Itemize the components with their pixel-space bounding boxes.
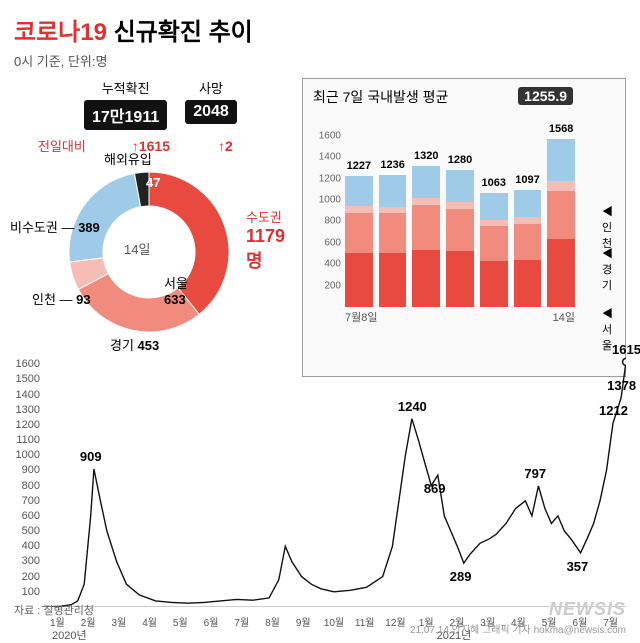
death-value: 2048 bbox=[185, 100, 237, 124]
bar-panel: 최근 7일 국내발생 평균 1255.9 2004006008001000120… bbox=[302, 78, 626, 377]
cum-label: 누적확진 bbox=[84, 78, 167, 97]
donut-overseas-label: 해외유입 bbox=[104, 149, 152, 168]
donut-overseas-val: 47 bbox=[146, 175, 160, 190]
credit-footer: 21.07.14 안지혜 그래픽 기자 hokma@newsis.com bbox=[410, 621, 626, 636]
donut-incheon-label: 인천 — 93 bbox=[32, 289, 91, 308]
bar-column: 1568 bbox=[547, 139, 575, 307]
summary-stats: 누적확진 17만1911 사망 2048 bbox=[84, 78, 294, 130]
donut-chart: 14일 해외유입 47 비수도권 — 389 인천 — 93 경기 453 서울… bbox=[14, 157, 294, 377]
bar-avg: 1255.9 bbox=[518, 87, 573, 105]
donut-seoul-inner: 서울633 bbox=[164, 273, 188, 307]
bar-column: 1320 bbox=[412, 166, 440, 307]
line-annotation: 289 bbox=[450, 569, 472, 584]
line-annotation: 1240 bbox=[398, 399, 427, 414]
bar-column: 1280 bbox=[446, 170, 474, 307]
line-annotation: 1212 bbox=[599, 403, 628, 418]
chart-title: 코로나19 신규확진 추이 bbox=[14, 12, 626, 47]
bar-title: 최근 7일 국내발생 평균 bbox=[313, 89, 448, 105]
bar-column: 1097 bbox=[514, 190, 542, 307]
source-label: 자료 : 질병관리청 bbox=[14, 602, 94, 618]
line-annotation: 357 bbox=[567, 559, 589, 574]
line-annotation: 869 bbox=[424, 481, 446, 496]
line-annotation: 1378 bbox=[607, 378, 636, 393]
bar-column: 1236 bbox=[379, 175, 407, 307]
donut-metro-label: 수도권1179명 bbox=[246, 207, 294, 273]
donut-center-label: 14일 bbox=[124, 239, 150, 258]
chart-subtitle: 0시 기준, 단위:명 bbox=[14, 51, 626, 70]
cum-value: 17만1911 bbox=[84, 100, 167, 130]
delta-row: 전일대비 ↑1615 ↑2 bbox=[38, 136, 294, 155]
death-label: 사망 bbox=[185, 78, 237, 97]
line-annotation: 797 bbox=[524, 466, 546, 481]
line-chart: 1002003004005006007008009001000110012001… bbox=[14, 349, 626, 629]
bar-column: 1063 bbox=[480, 193, 508, 307]
donut-nonmetro-label: 비수도권 — 389 bbox=[10, 217, 100, 236]
newsis-logo: NEWSIS bbox=[549, 599, 626, 620]
bar-column: 1227 bbox=[345, 176, 373, 307]
line-annotation: 909 bbox=[80, 449, 102, 464]
line-annotation: 1615 bbox=[612, 342, 640, 357]
